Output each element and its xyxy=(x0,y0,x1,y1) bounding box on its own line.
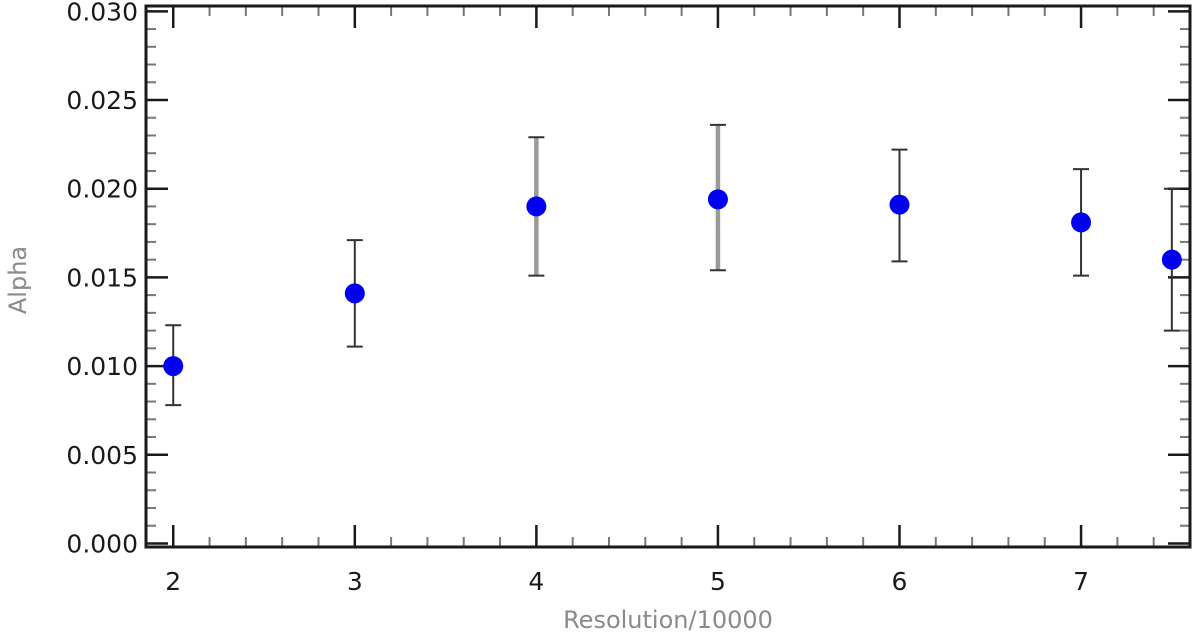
y-tick-label: 0.010 xyxy=(66,352,138,381)
x-axis-label: Resolution/10000 xyxy=(563,606,773,634)
y-tick-label: 0.000 xyxy=(66,529,138,558)
data-point xyxy=(1071,212,1092,233)
y-tick-labels: 0.000 0.005 0.010 0.015 0.020 0.025 0.030 xyxy=(66,0,138,558)
data-point xyxy=(889,194,910,215)
major-ticks xyxy=(146,6,1190,547)
x-tick-label: 6 xyxy=(892,567,908,596)
x-tick-label: 2 xyxy=(165,567,181,596)
plot-frame xyxy=(144,4,1192,549)
y-tick-label: 0.015 xyxy=(66,263,138,292)
y-axis-label: Alpha xyxy=(4,246,32,314)
data-point xyxy=(1161,249,1182,270)
x-tick-label: 5 xyxy=(710,567,726,596)
error-bars xyxy=(165,123,1180,407)
y-tick-label: 0.020 xyxy=(66,175,138,204)
x-tick-labels: 2 3 4 5 6 7 xyxy=(165,567,1089,596)
data-point xyxy=(163,356,184,377)
x-tick-label: 4 xyxy=(528,567,544,596)
data-points xyxy=(163,189,1182,377)
y-tick-label: 0.030 xyxy=(66,0,138,26)
y-tick-label: 0.025 xyxy=(66,86,138,115)
x-tick-label: 3 xyxy=(347,567,363,596)
data-point xyxy=(344,283,365,304)
y-tick-label: 0.005 xyxy=(66,441,138,470)
data-point xyxy=(707,189,728,210)
data-point xyxy=(526,196,547,217)
minor-ticks xyxy=(146,6,1191,547)
x-tick-label: 7 xyxy=(1073,567,1089,596)
